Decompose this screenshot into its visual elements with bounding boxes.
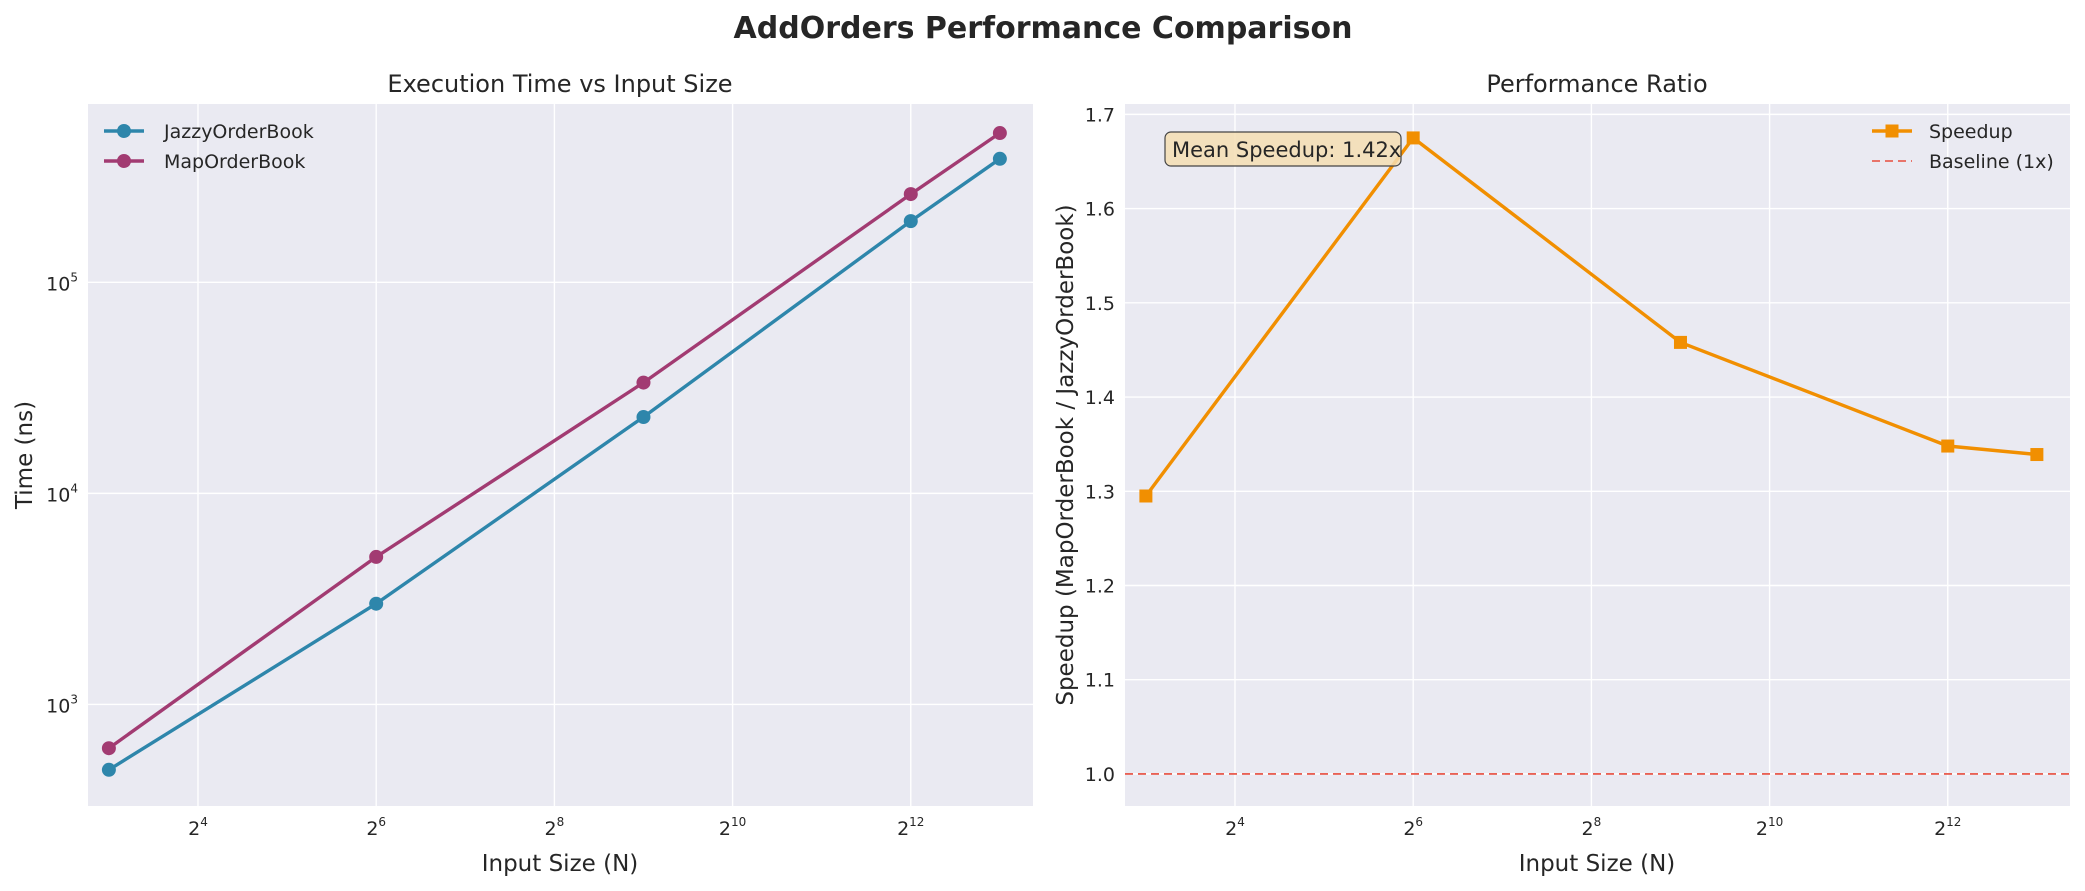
data-point (903, 214, 918, 229)
x-tick-label: 26 (366, 815, 386, 840)
panel-title: Execution Time vs Input Size (387, 70, 732, 98)
y-tick-label: 1.7 (1085, 104, 1115, 126)
data-point (903, 187, 918, 202)
x-tick-label: 212 (897, 815, 924, 840)
x-tick-label: 26 (1403, 815, 1423, 840)
figure-title: AddOrders Performance Comparison (734, 11, 1353, 46)
y-axis-label: Time (ns) (12, 401, 38, 510)
axis-ticks: 24 26 28 210 212 103 104 105 (46, 270, 924, 840)
series-layer (101, 126, 1007, 777)
y-tick-label: 1.2 (1085, 576, 1115, 598)
data-point (992, 151, 1007, 166)
data-point (992, 126, 1007, 141)
annotation-text: Mean Speedup: 1.42x (1172, 138, 1401, 162)
legend-marker (1885, 124, 1899, 138)
y-axis-label: Speedup (MapOrderBook / JazzyOrderBook) (1053, 204, 1079, 705)
data-point (1406, 131, 1420, 145)
legend-marker (117, 154, 131, 168)
y-tick-label: 104 (46, 481, 78, 506)
y-tick-label: 1.0 (1085, 764, 1115, 786)
y-tick-label: 1.3 (1085, 481, 1115, 503)
plot-area (1125, 104, 2070, 806)
x-tick-label: 210 (1756, 815, 1783, 840)
y-tick-label: 103 (46, 692, 78, 717)
legend-label: JazzyOrderBook (163, 121, 314, 143)
legend: Speedup Baseline (1x) (1872, 121, 2054, 173)
y-tick-label: 1.6 (1085, 199, 1115, 221)
y-tick-label: 1.1 (1085, 670, 1115, 692)
panel-title: Performance Ratio (1486, 70, 1707, 98)
x-tick-label: 28 (1582, 815, 1602, 840)
grid-lines (1125, 104, 2070, 806)
chart-execution-time: 24 26 28 210 212 103 104 105 Execution Time vs … (12, 70, 1033, 877)
x-tick-label: 24 (188, 815, 208, 840)
y-tick-label: 1.5 (1085, 293, 1115, 315)
legend: JazzyOrderBook MapOrderBook (104, 121, 314, 173)
data-point (101, 741, 116, 756)
legend-label: Speedup (1929, 121, 2013, 143)
legend-label: MapOrderBook (164, 151, 305, 173)
data-point (1673, 335, 1687, 349)
x-axis-label: Input Size (N) (1519, 851, 1676, 877)
x-tick-label: 212 (1934, 815, 1961, 840)
data-point (1941, 439, 1955, 453)
x-tick-label: 28 (545, 815, 565, 840)
x-tick-label: 24 (1225, 815, 1245, 840)
data-point (1139, 489, 1153, 503)
axis-ticks: 24 26 28 210 212 1.0 1.1 1.2 1.3 1.4 1.5 1.6 1.7 (1085, 104, 1962, 840)
annotation-box (1164, 131, 1402, 167)
legend-label: Baseline (1x) (1929, 151, 2054, 173)
data-point (2030, 448, 2044, 462)
x-axis-label: Input Size (N) (482, 851, 639, 877)
data-point (369, 549, 384, 564)
mean-speedup-annotation: Mean Speedup: 1.42x (1164, 131, 1402, 167)
x-tick-label: 210 (719, 815, 746, 840)
legend-marker (117, 124, 131, 138)
grid-lines (88, 104, 1033, 806)
data-point (636, 410, 651, 425)
series-layer (1125, 131, 2070, 775)
data-point (636, 375, 651, 390)
data-point (101, 762, 116, 777)
chart-performance-ratio: 24 26 28 210 212 1.0 1.1 1.2 1.3 1.4 1.5 1.6 1.7 Per… (1053, 70, 2070, 877)
y-tick-label: 105 (46, 270, 78, 295)
y-tick-label: 1.4 (1085, 387, 1115, 409)
data-point (369, 596, 384, 611)
